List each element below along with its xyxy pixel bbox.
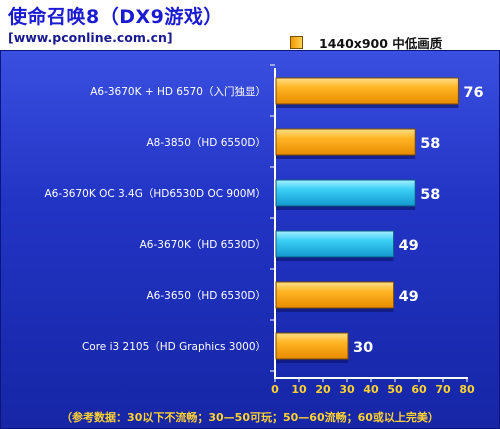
category-label: A6-3650（HD 6530D） xyxy=(147,290,267,302)
bar xyxy=(275,332,349,360)
x-tick-label: 60 xyxy=(411,383,427,396)
footnote: （参考数据：30以下不流畅；30—50可玩；50—60流畅；60或以上完美） xyxy=(61,411,439,424)
plot-panel xyxy=(0,50,500,429)
value-label: 76 xyxy=(463,85,483,101)
x-tick-label: 40 xyxy=(363,383,379,396)
bar xyxy=(275,281,395,309)
x-tick-label: 10 xyxy=(291,383,307,396)
legend: 1440x900 中低画质 xyxy=(290,33,442,52)
x-tick-label: 50 xyxy=(387,383,403,396)
category-label: A6-3670K + HD 6570（入门独显） xyxy=(90,85,266,98)
category-label: A6-3670K OC 3.4G（HD6530D OC 900M） xyxy=(44,188,266,200)
x-tick-label: 30 xyxy=(339,383,355,396)
legend-swatch xyxy=(290,36,303,49)
bar xyxy=(275,77,459,105)
chart-title: 使命召唤8（DX9游戏） xyxy=(8,6,223,28)
x-tick-label: 20 xyxy=(315,383,331,396)
x-tick-label: 80 xyxy=(459,383,475,396)
x-tick-label: 0 xyxy=(271,383,279,396)
category-label: A6-3670K（HD 6530D） xyxy=(140,239,266,251)
bar xyxy=(275,230,395,258)
value-label: 49 xyxy=(399,238,419,254)
value-label: 30 xyxy=(353,340,373,356)
value-label: 49 xyxy=(399,289,419,305)
x-tick-label: 70 xyxy=(435,383,451,396)
bar xyxy=(275,179,416,207)
legend-label: 1440x900 中低画质 xyxy=(319,36,443,51)
value-label: 58 xyxy=(420,187,440,203)
bar xyxy=(275,128,416,156)
site-url: [www.pconline.com.cn] xyxy=(8,30,173,45)
value-label: 58 xyxy=(420,136,440,152)
category-label: Core i3 2105（HD Graphics 3000） xyxy=(82,341,266,353)
category-label: A8-3850（HD 6550D） xyxy=(147,137,267,149)
